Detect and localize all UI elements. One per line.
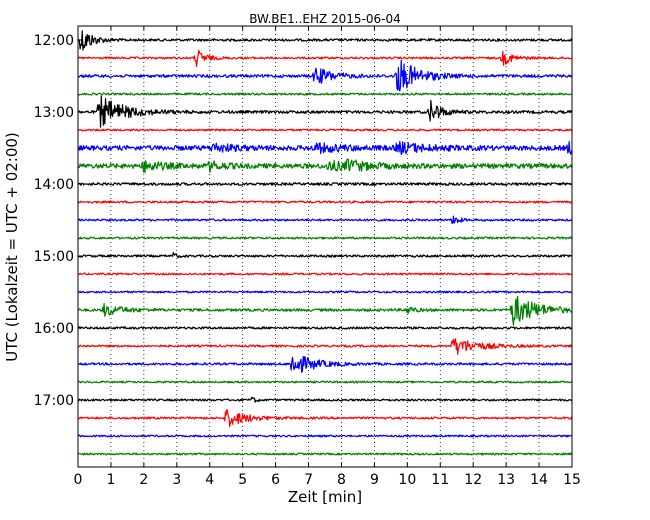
trace-1415 [77, 200, 573, 204]
trace-1315 [77, 128, 573, 132]
x-tick-label-15: 15 [563, 472, 581, 488]
x-tick-label-2: 2 [139, 472, 148, 488]
plot-frame [77, 25, 573, 468]
trace-1230 [77, 59, 573, 92]
x-tick-label-9: 9 [370, 472, 379, 488]
trace-group [77, 30, 573, 456]
trace-1545 [78, 295, 573, 326]
x-tick-label-4: 4 [205, 472, 214, 488]
trace-1400 [77, 182, 573, 186]
trace-1430 [77, 215, 573, 224]
trace-1700 [77, 396, 573, 403]
trace-1345 [77, 158, 573, 174]
trace-1615 [77, 338, 573, 355]
x-axis: 0 1 2 3 4 5 6 7 8 9 10 11 12 13 14 15 [74, 26, 581, 488]
x-tick-label-7: 7 [304, 472, 313, 488]
trace-1330 [77, 140, 573, 155]
trace-1630 [77, 355, 573, 373]
trace-1645 [77, 380, 573, 384]
chart-title: BW.BE1..EHZ 2015-06-04 [249, 12, 401, 26]
y-tick-label-1600: 16:00 [34, 321, 74, 337]
trace-1515 [77, 272, 573, 276]
trace-1600 [77, 326, 573, 330]
trace-1715 [77, 408, 573, 428]
x-tick-label-13: 13 [497, 472, 515, 488]
y-tick-label-1200: 12:00 [34, 33, 74, 49]
x-axis-label: Zeit [min] [288, 488, 362, 506]
trace-1500 [77, 251, 573, 259]
y-tick-label-1400: 14:00 [34, 177, 74, 193]
x-tick-label-8: 8 [337, 472, 346, 488]
trace-1200 [77, 30, 573, 51]
trace-1445 [77, 236, 573, 240]
x-tick-label-12: 12 [464, 472, 482, 488]
x-tick-label-0: 0 [74, 472, 83, 488]
trace-1215 [77, 49, 573, 67]
y-tick-label-1700: 17:00 [34, 393, 74, 409]
y-tick-label-1500: 15:00 [34, 249, 74, 265]
x-tick-label-11: 11 [431, 472, 449, 488]
trace-1245 [77, 92, 573, 96]
x-tick-label-3: 3 [172, 472, 181, 488]
trace-1530 [77, 290, 573, 294]
trace-1300 [77, 95, 573, 128]
trace-1730 [77, 434, 573, 438]
y-axis: 12:00 13:00 14:00 15:00 16:00 17:00 [34, 33, 572, 409]
x-tick-label-5: 5 [238, 472, 247, 488]
trace-1745 [77, 452, 573, 456]
y-axis-label: UTC (Lokalzeit = UTC + 02:00) [3, 132, 21, 362]
x-tick-label-6: 6 [271, 472, 280, 488]
vertical-grid [110, 26, 540, 467]
x-tick-label-10: 10 [398, 472, 416, 488]
y-tick-label-1300: 13:00 [34, 105, 74, 121]
x-tick-label-1: 1 [106, 472, 115, 488]
x-tick-label-14: 14 [530, 472, 548, 488]
